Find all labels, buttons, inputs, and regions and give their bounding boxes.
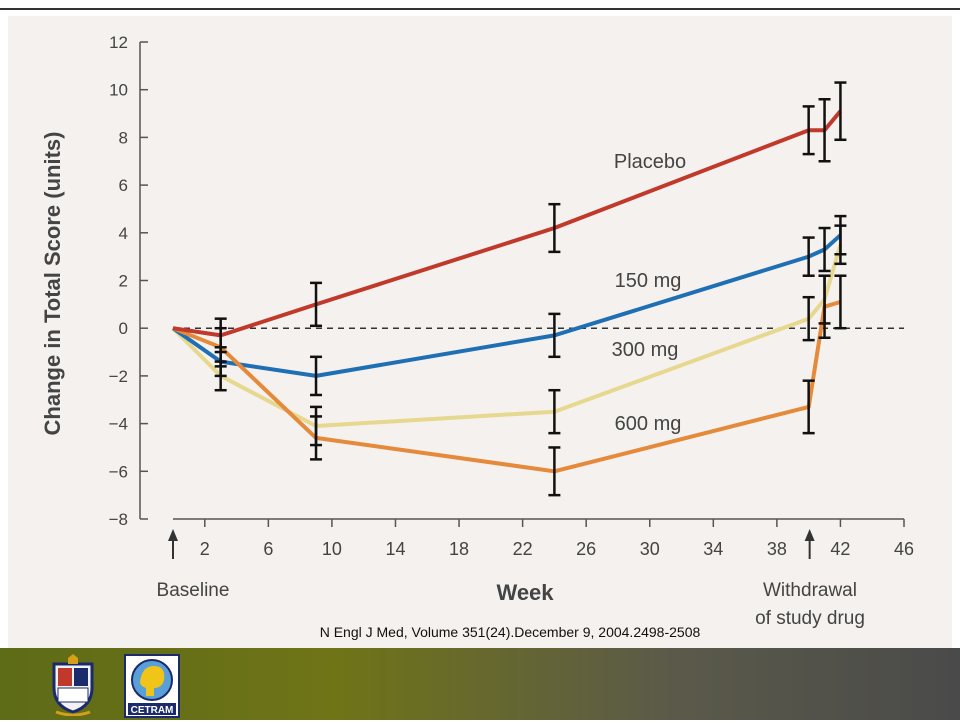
- footer-bar: CETRAM: [0, 648, 960, 720]
- x-tick-label: 26: [576, 539, 596, 559]
- y-tick-label: 4: [119, 224, 128, 243]
- error-bar: [548, 312, 561, 359]
- university-crest-logo: [48, 654, 98, 717]
- x-axis-label: Week: [496, 580, 554, 605]
- series-line-placebo: [172, 109, 842, 338]
- x-tick-label: 18: [449, 539, 469, 559]
- error-bar: [214, 326, 227, 368]
- error-bar: [548, 446, 561, 497]
- labels-group: Change in Total Score (units) Week Baselin…: [40, 132, 865, 629]
- cetram-logo: CETRAM: [124, 654, 180, 718]
- y-tick-label: −4: [109, 415, 128, 434]
- error-bar: [802, 105, 815, 156]
- x-tick-label: 46: [894, 539, 914, 559]
- baseline-arrow-head: [168, 529, 178, 541]
- top-rule: [0, 8, 960, 10]
- series-label-300-mg: 300 mg: [612, 339, 679, 361]
- series-line-150-mg: [171, 233, 842, 378]
- error-bar: [834, 81, 847, 142]
- y-tick-label: −2: [109, 367, 128, 386]
- series-label-placebo: Placebo: [614, 151, 686, 173]
- error-bar: [802, 236, 815, 277]
- error-bar: [310, 355, 323, 397]
- citation-text: N Engl J Med, Volume 351(24).December 9,…: [319, 624, 701, 640]
- error-bar: [818, 97, 831, 163]
- y-tick-label: 0: [119, 319, 128, 338]
- y-tick-label: 6: [119, 176, 128, 195]
- error-bar: [834, 274, 847, 330]
- error-bar: [802, 295, 815, 342]
- withdrawal-label-line1: Withdrawal: [763, 580, 857, 601]
- x-tick-label: 38: [767, 539, 787, 559]
- error-bar: [818, 226, 831, 273]
- x-tick-label: 42: [830, 539, 850, 559]
- y-tick-label: 10: [109, 81, 128, 100]
- withdrawal-arrow-head: [804, 529, 815, 541]
- y-tick-label: 12: [109, 33, 128, 52]
- error-bar: [548, 202, 561, 254]
- error-bar: [310, 281, 323, 328]
- chart-panel: [8, 16, 952, 648]
- x-tick-label: 2: [200, 539, 210, 559]
- y-tick-label: 2: [119, 272, 128, 291]
- error-bar: [548, 388, 561, 435]
- x-tick-label: 14: [385, 539, 405, 559]
- error-bar: [310, 415, 323, 461]
- y-tick-label: 8: [119, 128, 128, 147]
- baseline-label: Baseline: [157, 580, 230, 601]
- x-tick-label: 34: [703, 539, 723, 559]
- error-bar: [834, 224, 847, 266]
- x-tick-label: 10: [322, 539, 342, 559]
- x-tick-label: 30: [640, 539, 660, 559]
- x-tick-label: 6: [263, 539, 273, 559]
- cetram-logo-text: CETRAM: [131, 705, 174, 716]
- error-bar: [802, 379, 815, 435]
- y-axis-label: Change in Total Score (units): [40, 132, 65, 436]
- withdrawal-label-line2: of study drug: [755, 608, 865, 629]
- x-tick-label: 22: [513, 539, 533, 559]
- y-tick-label: −8: [109, 510, 128, 529]
- series-label-150-mg: 150 mg: [615, 270, 682, 292]
- series-line-600-mg: [172, 300, 841, 474]
- series-group: [171, 81, 847, 497]
- error-bar: [818, 274, 831, 339]
- series-label-600-mg: 600 mg: [615, 413, 682, 435]
- y-tick-label: −6: [109, 462, 128, 481]
